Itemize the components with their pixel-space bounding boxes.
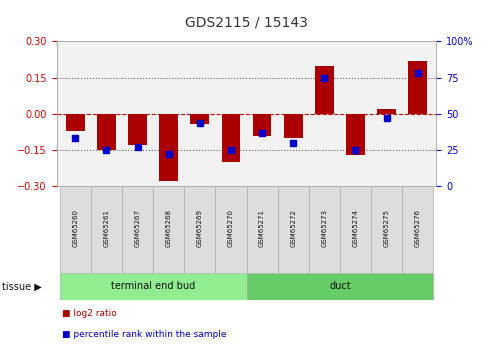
Text: ■ percentile rank within the sample: ■ percentile rank within the sample <box>62 330 226 339</box>
Text: GSM65267: GSM65267 <box>135 209 141 247</box>
Text: GSM65268: GSM65268 <box>166 209 172 247</box>
Bar <box>215 186 246 273</box>
Text: GSM65274: GSM65274 <box>352 209 358 247</box>
Text: GSM65260: GSM65260 <box>72 209 78 247</box>
Text: GSM65272: GSM65272 <box>290 209 296 247</box>
Text: GDS2115 / 15143: GDS2115 / 15143 <box>185 16 308 29</box>
Text: GSM65261: GSM65261 <box>104 209 109 247</box>
Text: ■ log2 ratio: ■ log2 ratio <box>62 309 116 318</box>
Bar <box>97 114 116 150</box>
Text: GSM65273: GSM65273 <box>321 209 327 247</box>
Bar <box>284 114 303 138</box>
Bar <box>246 273 433 300</box>
Bar <box>402 186 433 273</box>
Bar <box>190 114 209 124</box>
Bar <box>278 186 309 273</box>
Bar <box>60 186 91 273</box>
Bar <box>346 114 365 155</box>
Bar <box>253 114 271 136</box>
Text: GSM65275: GSM65275 <box>384 209 389 247</box>
Bar <box>309 186 340 273</box>
Bar <box>246 186 278 273</box>
Bar <box>408 61 427 114</box>
Text: terminal end bud: terminal end bud <box>111 282 195 291</box>
Text: duct: duct <box>329 282 351 291</box>
Bar <box>91 186 122 273</box>
Text: GSM65269: GSM65269 <box>197 209 203 247</box>
Bar <box>128 114 147 145</box>
Bar <box>60 273 246 300</box>
Text: GSM65276: GSM65276 <box>415 209 421 247</box>
Bar <box>122 186 153 273</box>
Bar <box>222 114 240 162</box>
Bar <box>371 186 402 273</box>
Bar <box>377 109 396 114</box>
Bar <box>153 186 184 273</box>
Bar <box>184 186 215 273</box>
Text: tissue ▶: tissue ▶ <box>2 282 42 291</box>
Bar <box>159 114 178 181</box>
Bar <box>340 186 371 273</box>
Bar <box>315 66 334 114</box>
Text: GSM65271: GSM65271 <box>259 209 265 247</box>
Bar <box>66 114 85 131</box>
Text: GSM65270: GSM65270 <box>228 209 234 247</box>
